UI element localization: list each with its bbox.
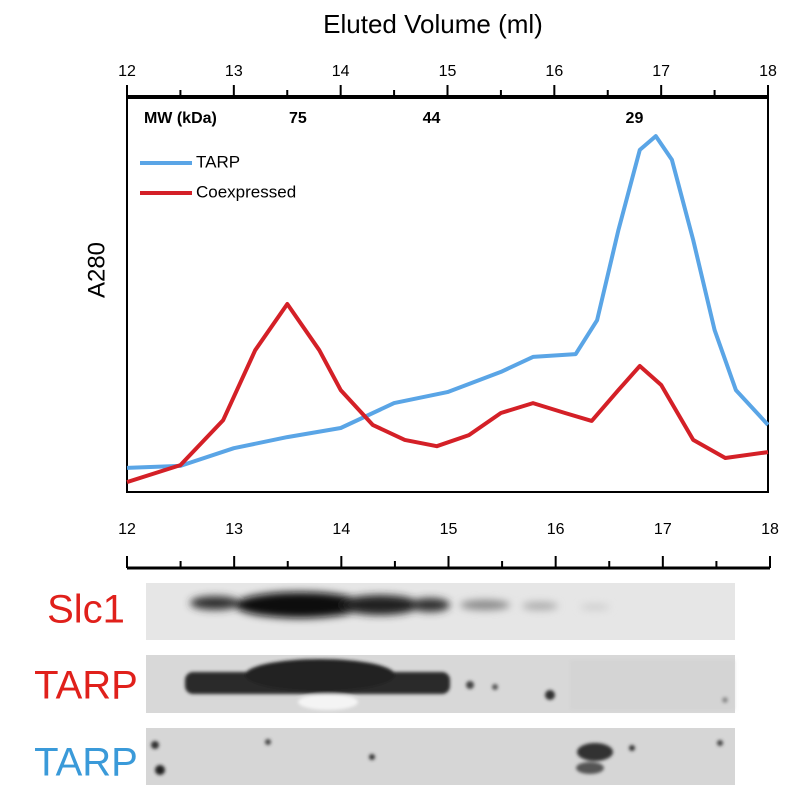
x-tick-label: 14 (332, 63, 350, 80)
blot-label: Slc1 (47, 588, 125, 632)
blot-label: TARP (34, 664, 138, 708)
x-tick-label: 14 (332, 521, 350, 538)
x-tick-label: 17 (654, 521, 672, 538)
series-line (126, 302, 769, 485)
blot-slc1 (146, 583, 735, 640)
chart-title: Eluted Volume (ml) (323, 9, 543, 39)
mw-annotation: 44 (423, 110, 441, 127)
x-tick-label: 15 (439, 63, 457, 80)
x-tick-label: 18 (761, 521, 779, 538)
x-tick-label: 18 (759, 63, 777, 80)
x-tick-label: 17 (652, 63, 670, 80)
x-tick-label: 13 (225, 521, 243, 538)
legend-label: Coexpressed (196, 182, 296, 201)
blot-tarp (146, 728, 735, 785)
mw-annotation: MW (kDa) (144, 110, 217, 127)
blot-tarp-coexpressed (146, 655, 735, 713)
legend-label: TARP (196, 152, 240, 171)
x-tick-label: 16 (545, 63, 563, 80)
blot-label: TARP (34, 741, 138, 785)
x-tick-label: 16 (547, 521, 565, 538)
x-tick-label: 12 (118, 63, 136, 80)
mw-annotation: 29 (626, 110, 644, 127)
x-tick-label: 12 (118, 521, 136, 538)
series-line (126, 134, 770, 470)
x-tick-label: 13 (225, 63, 243, 80)
x-tick-label: 15 (440, 521, 458, 538)
mw-annotation: 75 (289, 110, 307, 127)
y-axis-label: A280 (83, 242, 110, 298)
